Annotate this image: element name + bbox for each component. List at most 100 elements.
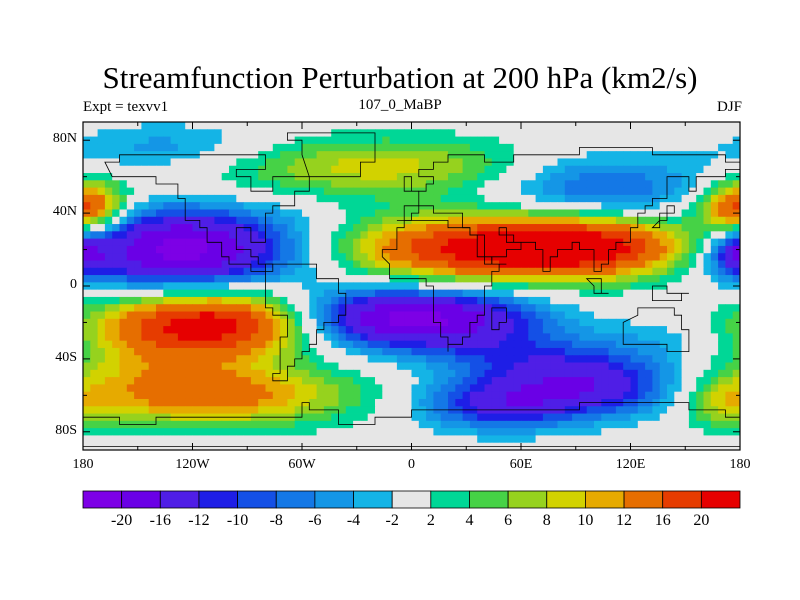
field-cell xyxy=(506,311,515,320)
field-cell xyxy=(353,253,361,261)
field-cell xyxy=(156,158,164,167)
field-cell xyxy=(484,143,493,152)
field-cell xyxy=(382,289,390,298)
field-cell xyxy=(637,289,646,298)
field-cell xyxy=(535,384,544,393)
field-cell xyxy=(579,326,588,334)
field-cell xyxy=(360,304,369,312)
field-cell xyxy=(557,165,566,174)
field-cell xyxy=(521,377,529,385)
field-cell xyxy=(90,187,98,196)
field-cell xyxy=(710,245,719,254)
field-cell xyxy=(667,253,675,261)
field-cell xyxy=(83,362,91,371)
field-cell xyxy=(396,267,405,276)
field-cell xyxy=(703,333,712,342)
field-cell xyxy=(440,122,449,130)
field-cell xyxy=(177,428,186,436)
field-cell xyxy=(586,326,595,334)
field-cell xyxy=(389,187,398,196)
field-cell xyxy=(433,151,442,159)
field-cell xyxy=(688,289,697,298)
field-cell xyxy=(557,158,566,167)
field-cell xyxy=(97,216,106,225)
field-cell xyxy=(243,435,252,444)
field-cell xyxy=(294,224,303,232)
field-cell xyxy=(207,216,215,225)
field-cell xyxy=(214,122,223,130)
field-cell xyxy=(608,435,617,444)
field-cell xyxy=(659,413,668,422)
field-cell xyxy=(521,311,529,320)
field-cell xyxy=(170,318,179,327)
field-cell xyxy=(294,318,303,327)
field-cell xyxy=(199,209,208,218)
field-cell xyxy=(659,187,668,196)
field-cell xyxy=(469,413,478,422)
field-cell xyxy=(718,158,726,167)
field-cell xyxy=(134,253,142,261)
field-cell xyxy=(382,326,390,334)
field-cell xyxy=(703,275,712,283)
field-cell xyxy=(141,158,150,167)
field-cell xyxy=(287,435,296,444)
field-cell xyxy=(703,355,712,363)
field-cell xyxy=(302,362,310,371)
field-cell xyxy=(542,173,551,181)
field-cell xyxy=(360,122,369,130)
field-cell xyxy=(119,216,128,225)
field-cell xyxy=(382,238,390,247)
field-cell xyxy=(119,326,128,334)
field-cell xyxy=(331,289,339,298)
field-cell xyxy=(645,245,653,254)
field-cell xyxy=(90,340,98,349)
field-cell xyxy=(250,216,259,225)
field-cell xyxy=(594,347,602,356)
field-cell xyxy=(513,165,522,174)
field-cell xyxy=(119,136,128,145)
field-cell xyxy=(170,216,179,225)
field-cell xyxy=(491,136,500,145)
field-cell xyxy=(250,245,259,254)
field-cell xyxy=(250,122,259,130)
field-cell xyxy=(229,216,237,225)
field-cell xyxy=(367,231,376,240)
field-cell xyxy=(199,231,208,240)
field-cell xyxy=(674,428,682,436)
field-cell xyxy=(674,435,682,444)
field-cell xyxy=(557,282,566,291)
field-cell xyxy=(645,158,653,167)
field-cell xyxy=(586,311,595,320)
field-cell xyxy=(170,428,179,436)
field-cell xyxy=(258,369,266,378)
field-cell xyxy=(637,194,646,203)
field-cell xyxy=(207,377,215,385)
field-cell xyxy=(557,420,566,429)
field-cell xyxy=(367,143,376,152)
field-cell xyxy=(696,420,704,429)
field-cell xyxy=(469,391,478,400)
field-cell xyxy=(185,333,193,342)
field-cell xyxy=(265,151,274,159)
field-cell xyxy=(112,187,120,196)
field-cell xyxy=(630,428,639,436)
field-cell xyxy=(221,296,230,305)
field-cell xyxy=(535,333,544,342)
field-cell xyxy=(382,406,390,414)
field-cell xyxy=(696,209,704,218)
field-cell xyxy=(696,311,704,320)
field-cell xyxy=(309,151,317,159)
field-cell xyxy=(440,311,449,320)
field-cell xyxy=(141,311,150,320)
field-cell xyxy=(542,260,551,269)
field-cell xyxy=(667,194,675,203)
field-cell xyxy=(674,180,682,188)
coastline-path xyxy=(651,205,675,229)
colorbar-swatch xyxy=(314,490,354,509)
field-cell xyxy=(418,194,427,203)
field-cell xyxy=(542,231,551,240)
field-cell xyxy=(331,391,339,400)
field-cell xyxy=(199,355,208,363)
field-cell xyxy=(608,355,617,363)
field-cell xyxy=(528,231,536,240)
